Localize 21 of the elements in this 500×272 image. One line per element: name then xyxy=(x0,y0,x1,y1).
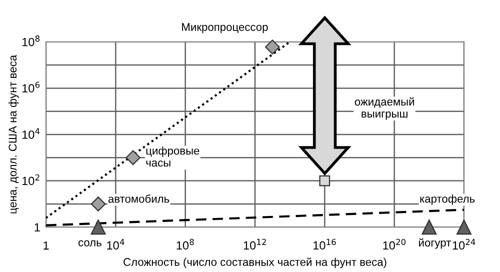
x-tick-label: 10$^{12}$ xyxy=(244,238,266,250)
x-axis-title: Сложность (число составных частей на фунт веса) xyxy=(124,258,386,268)
y-tick-label: 1 xyxy=(34,223,40,232)
x-tick-label: 1 xyxy=(44,241,49,250)
annotation: картофель xyxy=(420,194,475,205)
x-tick-label: 10$^{20}$ xyxy=(383,238,406,250)
y-tick-label: 10$^{2}$ xyxy=(22,174,40,186)
x-tick-label: 10$^{4}$ xyxy=(107,238,124,250)
annotation: йогурт xyxy=(419,238,451,249)
annotation: цифровые часы xyxy=(146,146,200,167)
x-tick-label: 10$^{8}$ xyxy=(176,238,194,250)
annotation: ожидаемый выигрыш xyxy=(354,97,414,120)
annotation: Микропроцессор xyxy=(182,23,268,34)
x-tick-label: 10$^{16}$ xyxy=(314,238,336,250)
annotation: автомобиль xyxy=(108,194,170,203)
y-tick-label: 10$^{6}$ xyxy=(22,82,40,92)
y-tick-label: 10$^{4}$ xyxy=(22,128,40,139)
y-tick-label: 10$^{8}$ xyxy=(22,35,40,46)
annotation: соль xyxy=(78,240,102,246)
y-axis-title: цена, долл. США на фунт веса xyxy=(8,54,19,214)
x-tick-label: 10$^{24}$ xyxy=(452,238,476,250)
